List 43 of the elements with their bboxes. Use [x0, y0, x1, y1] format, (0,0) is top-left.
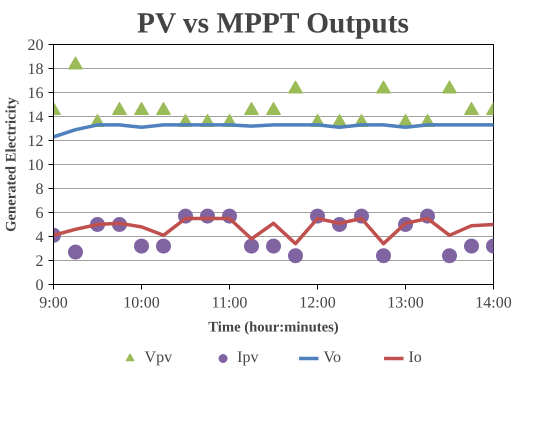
y-tick-label: 14: [28, 109, 44, 126]
point: [288, 248, 303, 264]
point: [244, 102, 259, 116]
legend-label: Vpv: [144, 349, 172, 367]
point: [134, 238, 149, 254]
point: [376, 80, 391, 94]
point: [244, 238, 259, 254]
x-tick-label: 9:00: [39, 294, 68, 312]
point: [134, 102, 149, 116]
point: [288, 80, 303, 94]
point: [376, 248, 391, 264]
point: [68, 56, 83, 70]
chart-title: PV vs MPPT Outputs: [137, 8, 409, 40]
legend-label: Vo: [323, 349, 342, 367]
x-axis-title: Time (hour:minutes): [208, 320, 339, 336]
y-tick-label: 10: [28, 157, 44, 174]
x-tick-label: 14:00: [475, 294, 512, 312]
y-axis-title: Generated Electricity: [4, 96, 20, 232]
point: [156, 102, 171, 116]
y-tick-label: 6: [36, 205, 44, 222]
point: [68, 244, 83, 260]
point: [156, 238, 171, 254]
y-tick-label: 16: [28, 85, 44, 102]
point: [266, 102, 281, 116]
legend-label: Io: [408, 349, 423, 367]
x-tick-label: 12:00: [299, 294, 336, 312]
y-tick-label: 12: [28, 133, 44, 150]
point: [442, 80, 457, 94]
y-tick-label: 20: [28, 37, 44, 54]
y-tick-label: 2: [36, 253, 44, 270]
point: [442, 248, 457, 264]
x-tick-label: 11:00: [212, 294, 248, 312]
legend-label: Ipv: [237, 349, 258, 367]
point: [464, 102, 479, 116]
x-tick-label: 13:00: [387, 294, 424, 312]
y-tick-label: 0: [36, 277, 44, 294]
y-tick-label: 8: [36, 181, 44, 198]
y-tick-label: 4: [36, 229, 44, 246]
x-tick-label: 10:00: [123, 294, 160, 312]
point: [266, 238, 281, 254]
point: [464, 238, 479, 254]
y-tick-label: 18: [28, 61, 44, 78]
point: [112, 102, 127, 116]
